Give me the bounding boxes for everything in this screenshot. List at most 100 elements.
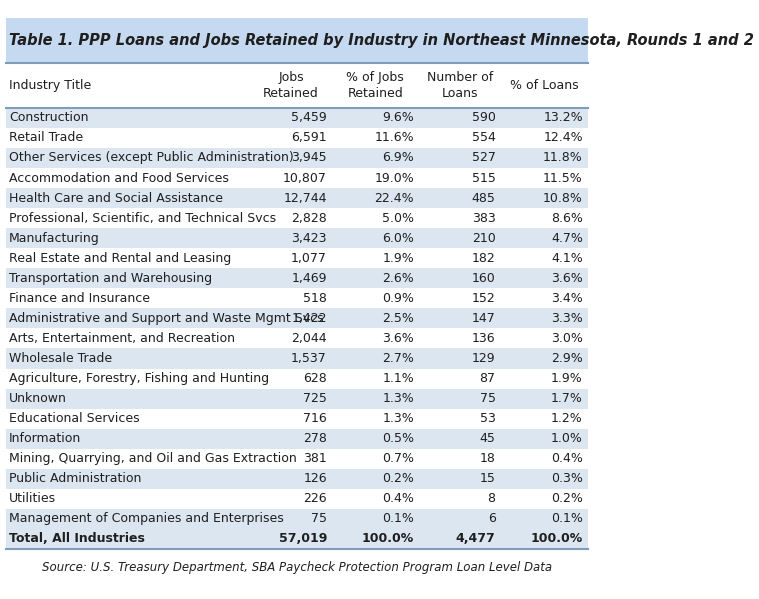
FancyBboxPatch shape [6,248,587,268]
Text: 3.4%: 3.4% [551,292,583,305]
Text: 19.0%: 19.0% [374,171,414,184]
FancyBboxPatch shape [6,228,587,248]
Text: Industry Title: Industry Title [9,79,91,92]
Text: 4,477: 4,477 [456,533,496,546]
Text: 12,744: 12,744 [283,192,327,205]
Text: 1.9%: 1.9% [551,372,583,385]
Text: Wholesale Trade: Wholesale Trade [9,352,112,365]
Text: 1,422: 1,422 [291,312,327,325]
FancyBboxPatch shape [6,349,587,368]
Text: Educational Services: Educational Services [9,412,140,425]
FancyBboxPatch shape [6,108,587,128]
Text: Real Estate and Rental and Leasing: Real Estate and Rental and Leasing [9,252,231,265]
Text: 0.4%: 0.4% [383,492,414,506]
FancyBboxPatch shape [6,168,587,188]
Text: 0.2%: 0.2% [551,492,583,506]
Text: 6: 6 [488,512,496,525]
Text: 87: 87 [480,372,496,385]
Text: Unknown: Unknown [9,392,67,405]
Text: Utilities: Utilities [9,492,56,506]
Text: 160: 160 [472,272,496,285]
Text: 3,945: 3,945 [291,152,327,165]
Text: Total, All Industries: Total, All Industries [9,533,145,546]
Text: Table 1. PPP Loans and Jobs Retained by Industry in Northeast Minnesota, Rounds : Table 1. PPP Loans and Jobs Retained by … [9,33,754,48]
Text: Number of
Loans: Number of Loans [427,71,493,100]
Text: 10.8%: 10.8% [543,192,583,205]
Text: 5.0%: 5.0% [383,211,414,225]
Text: 100.0%: 100.0% [362,533,414,546]
Text: 2,828: 2,828 [291,211,327,225]
Text: 716: 716 [303,412,327,425]
FancyBboxPatch shape [6,188,587,208]
Text: 1,469: 1,469 [291,272,327,285]
Text: 515: 515 [472,171,496,184]
Text: 1.0%: 1.0% [551,432,583,445]
Text: Health Care and Social Assistance: Health Care and Social Assistance [9,192,223,205]
FancyBboxPatch shape [6,308,587,328]
FancyBboxPatch shape [6,529,587,549]
Text: 147: 147 [472,312,496,325]
Text: 1.3%: 1.3% [383,412,414,425]
Text: Transportation and Warehousing: Transportation and Warehousing [9,272,212,285]
Text: 75: 75 [480,392,496,405]
Text: 182: 182 [472,252,496,265]
Text: Finance and Insurance: Finance and Insurance [9,292,150,305]
Text: 129: 129 [472,352,496,365]
Text: Source: U.S. Treasury Department, SBA Paycheck Protection Program Loan Level Dat: Source: U.S. Treasury Department, SBA Pa… [42,561,552,574]
Text: 3.3%: 3.3% [551,312,583,325]
Text: 126: 126 [304,472,327,485]
Text: 13.2%: 13.2% [543,111,583,125]
FancyBboxPatch shape [6,18,587,63]
Text: 278: 278 [303,432,327,445]
Text: Accommodation and Food Services: Accommodation and Food Services [9,171,228,184]
Text: 3,423: 3,423 [291,232,327,244]
Text: 381: 381 [303,452,327,465]
Text: 628: 628 [303,372,327,385]
Text: 22.4%: 22.4% [374,192,414,205]
Text: 11.5%: 11.5% [543,171,583,184]
Text: 0.1%: 0.1% [551,512,583,525]
Text: Construction: Construction [9,111,88,125]
FancyBboxPatch shape [6,63,587,108]
FancyBboxPatch shape [6,368,587,389]
Text: 2.9%: 2.9% [551,352,583,365]
Text: 226: 226 [304,492,327,506]
Text: 10,807: 10,807 [283,171,327,184]
Text: 1.1%: 1.1% [383,372,414,385]
Text: 57,019: 57,019 [279,533,327,546]
Text: 485: 485 [472,192,496,205]
Text: 1.2%: 1.2% [551,412,583,425]
Text: 0.9%: 0.9% [383,292,414,305]
Text: 554: 554 [472,131,496,144]
Text: 12.4%: 12.4% [543,131,583,144]
Text: 0.1%: 0.1% [383,512,414,525]
Text: 2.5%: 2.5% [383,312,414,325]
Text: 4.7%: 4.7% [551,232,583,244]
Text: 590: 590 [472,111,496,125]
Text: 45: 45 [480,432,496,445]
Text: Manufacturing: Manufacturing [9,232,99,244]
Text: 3.0%: 3.0% [551,332,583,345]
Text: 152: 152 [472,292,496,305]
Text: 11.6%: 11.6% [374,131,414,144]
Text: 3.6%: 3.6% [551,272,583,285]
Text: 5,459: 5,459 [291,111,327,125]
Text: 518: 518 [303,292,327,305]
Text: 725: 725 [303,392,327,405]
FancyBboxPatch shape [6,509,587,529]
FancyBboxPatch shape [6,489,587,509]
Text: Retail Trade: Retail Trade [9,131,83,144]
FancyBboxPatch shape [6,148,587,168]
Text: 0.2%: 0.2% [383,472,414,485]
Text: Other Services (except Public Administration): Other Services (except Public Administra… [9,152,294,165]
FancyBboxPatch shape [6,429,587,449]
Text: 1,077: 1,077 [291,252,327,265]
Text: 136: 136 [472,332,496,345]
Text: 53: 53 [480,412,496,425]
Text: % of Loans: % of Loans [509,79,578,92]
Text: 6.9%: 6.9% [383,152,414,165]
Text: 1,537: 1,537 [291,352,327,365]
Text: 4.1%: 4.1% [551,252,583,265]
Text: 9.6%: 9.6% [383,111,414,125]
Text: 1.9%: 1.9% [383,252,414,265]
